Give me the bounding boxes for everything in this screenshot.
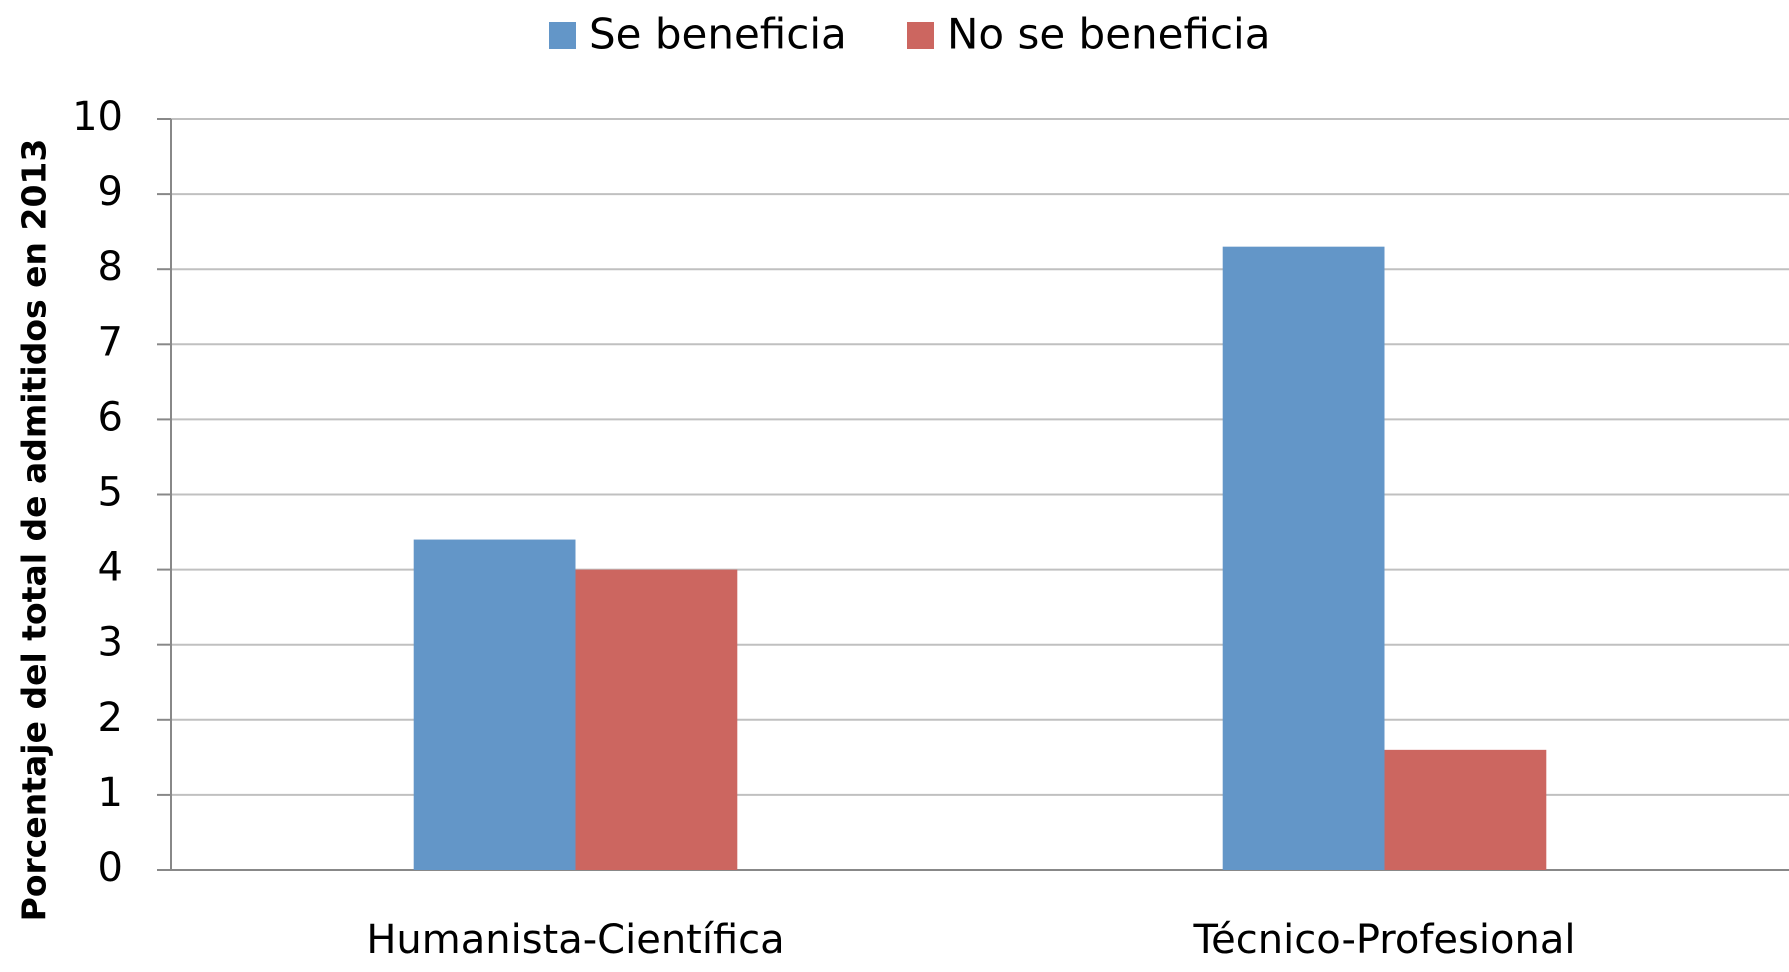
y-tick-label: 10: [72, 94, 123, 140]
y-tick-label: 3: [98, 620, 123, 666]
x-tick-label: Técnico-Profesional: [1193, 917, 1576, 963]
y-tick-label: 0: [98, 845, 123, 891]
y-tick-label: 7: [98, 319, 123, 365]
bar: [1384, 749, 1547, 870]
x-tick-label: Humanista-Científica: [366, 917, 784, 963]
y-tick-label: 9: [98, 169, 123, 215]
bar: [575, 569, 738, 870]
y-tick-label: 8: [98, 244, 123, 290]
bar: [1222, 246, 1385, 871]
legend-swatch: [549, 22, 576, 49]
y-tick-label: 4: [98, 545, 123, 591]
y-tick-label: 1: [98, 770, 123, 816]
legend-swatch: [907, 22, 934, 49]
legend-label: No se beneficia: [947, 10, 1270, 59]
legend-label: Se beneficia: [589, 10, 847, 59]
y-tick-label: 6: [98, 394, 123, 440]
y-tick-label: 5: [98, 470, 123, 516]
bar: [413, 539, 576, 870]
y-tick-label: 2: [98, 695, 123, 741]
y-axis-label: Porcentaje del total de admitidos en 201…: [15, 139, 54, 922]
